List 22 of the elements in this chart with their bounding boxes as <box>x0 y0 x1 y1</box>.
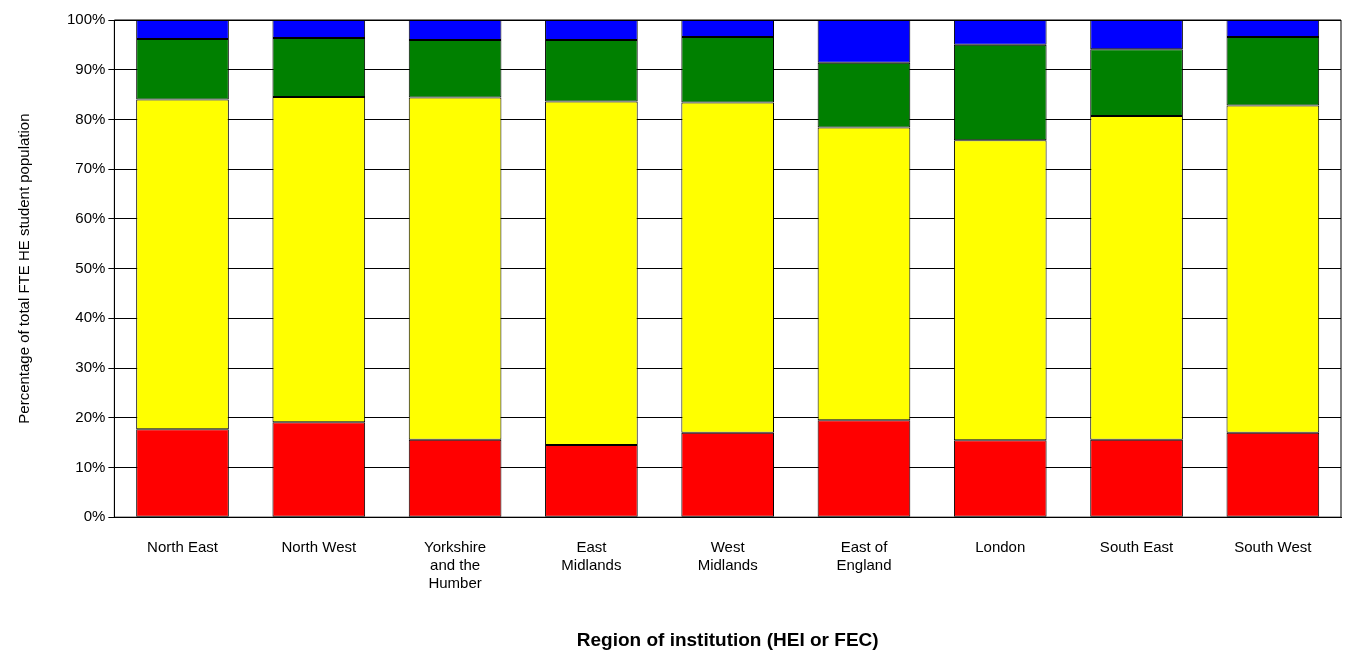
x-tick-label: London <box>975 538 1026 556</box>
y-tick-label: 60% <box>75 209 106 227</box>
y-tick-label: 70% <box>75 159 106 177</box>
y-tick-label: 30% <box>75 358 106 376</box>
y-tick-label: 50% <box>75 258 106 276</box>
x-tick-label: West Midlands <box>697 538 758 574</box>
y-tick-label: 100% <box>66 10 106 28</box>
y-tick-label: 20% <box>75 407 106 425</box>
y-tick-label: 40% <box>75 308 106 326</box>
y-tick-label: 90% <box>75 59 106 77</box>
x-tick-label: North East <box>147 538 219 556</box>
y-tick-label: 0% <box>83 507 106 525</box>
x-tick-label: South West <box>1234 538 1313 556</box>
x-tick-label: North West <box>281 538 357 556</box>
y-tick-label: 10% <box>75 457 106 475</box>
x-tick-label: Yorkshire and the Humber <box>424 538 487 592</box>
x-tick-label: East Midlands <box>561 538 622 574</box>
x-tick-label: East of England <box>836 538 892 574</box>
y-axis-title: Percentage of total FTE HE student population <box>15 113 33 424</box>
y-tick-label: 80% <box>75 109 106 127</box>
x-axis-title: Region of institution (HEI or FEC) <box>576 628 879 650</box>
x-tick-label: South East <box>1099 538 1175 556</box>
